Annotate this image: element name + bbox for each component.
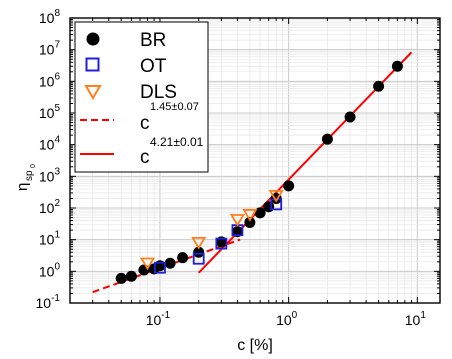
point-br <box>263 201 275 213</box>
y-tick-label: 107 <box>39 40 61 58</box>
y-tick-label: 100 <box>39 261 61 279</box>
point-dls <box>191 237 207 250</box>
legend-label-fit1-exp: 1.45±0.07 <box>150 101 199 113</box>
legend-label-fit2-exp: 4.21±0.01 <box>150 135 204 149</box>
legend: BR OT DLS c 1.45±0.07 c 4.21±0.01 <box>74 21 209 173</box>
point-br <box>177 252 189 264</box>
point-br <box>125 270 137 282</box>
point-dls <box>229 214 246 227</box>
point-br <box>138 264 150 276</box>
plot-frame <box>69 17 441 304</box>
legend-label-br: BR <box>140 30 166 51</box>
y-tick-label: 10-1 <box>36 293 61 311</box>
point-ot <box>192 252 205 265</box>
legend-marker-br <box>86 32 100 46</box>
y-tick-label: 106 <box>39 71 61 89</box>
legend-marker-dls <box>84 85 102 100</box>
point-br <box>164 257 176 269</box>
y-tick-label: 101 <box>39 230 61 248</box>
x-tick-label: 10-1 <box>146 310 171 328</box>
legend-label-dls: DLS <box>140 82 177 103</box>
point-br <box>254 207 266 219</box>
legend-label-ot: OT <box>140 56 167 77</box>
point-br <box>391 60 403 72</box>
x-tick-label: 101 <box>405 310 427 328</box>
point-dls <box>139 257 156 271</box>
legend-marker-ot <box>85 57 100 72</box>
y-axis-label: η sp 0 <box>14 164 37 191</box>
legend-box <box>74 21 209 173</box>
y-tick-label: 108 <box>39 8 61 26</box>
axis-ticks <box>69 17 440 304</box>
legend-label-fit1-base: c <box>140 113 150 134</box>
point-br <box>321 133 333 145</box>
point-br <box>344 111 356 123</box>
point-ot <box>215 237 228 250</box>
point-br <box>283 180 295 192</box>
x-axis-label: c [%] <box>237 337 273 354</box>
y-axis-label-sub: sp <box>24 170 35 181</box>
y-tick-label: 105 <box>39 103 61 121</box>
y-tick-label: 103 <box>39 166 61 184</box>
y-tick-label: 104 <box>39 135 61 153</box>
y-axis-label-main: η <box>14 183 31 191</box>
point-br <box>373 80 385 92</box>
x-tick-labels: 10-1 100 101 <box>146 310 427 328</box>
point-dls <box>242 209 258 222</box>
point-br <box>244 216 256 228</box>
y-axis-label-subsub: 0 <box>30 164 37 168</box>
y-tick-labels: 10-1 100 101 102 103 104 105 106 107 108 <box>36 8 61 311</box>
y-tick-label: 102 <box>39 198 61 216</box>
point-br <box>193 246 205 258</box>
x-tick-label: 100 <box>276 310 298 328</box>
point-ot <box>154 261 166 274</box>
point-dls <box>268 189 284 203</box>
point-br <box>115 272 127 284</box>
data-markers <box>115 60 403 284</box>
legend-label-fit2-base: c <box>140 147 150 168</box>
